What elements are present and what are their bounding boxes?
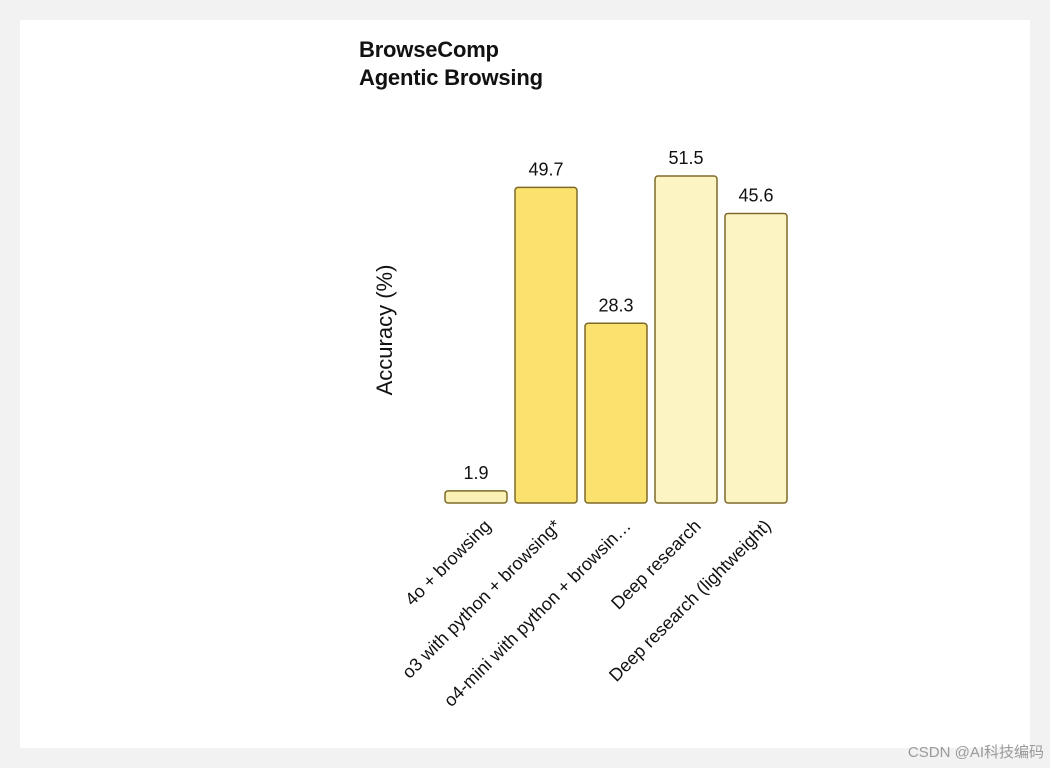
value-label-1: 49.7	[528, 159, 563, 179]
value-label-4: 45.6	[738, 185, 773, 205]
y-axis-label: Accuracy (%)	[372, 265, 397, 396]
chart-title: BrowseComp	[359, 37, 499, 62]
bar-0	[444, 490, 508, 504]
value-label-2: 28.3	[598, 295, 633, 315]
bar-3	[654, 175, 718, 504]
bar-2	[584, 322, 648, 504]
bar-1	[514, 186, 578, 504]
chart-subtitle: Agentic Browsing	[359, 65, 543, 90]
watermark: CSDN @AI科技编码	[907, 744, 1044, 761]
bar-4	[724, 212, 788, 504]
chart-title-block: BrowseComp Agentic Browsing	[359, 36, 543, 92]
value-label-0: 1.9	[463, 463, 488, 483]
value-label-3: 51.5	[668, 148, 703, 168]
